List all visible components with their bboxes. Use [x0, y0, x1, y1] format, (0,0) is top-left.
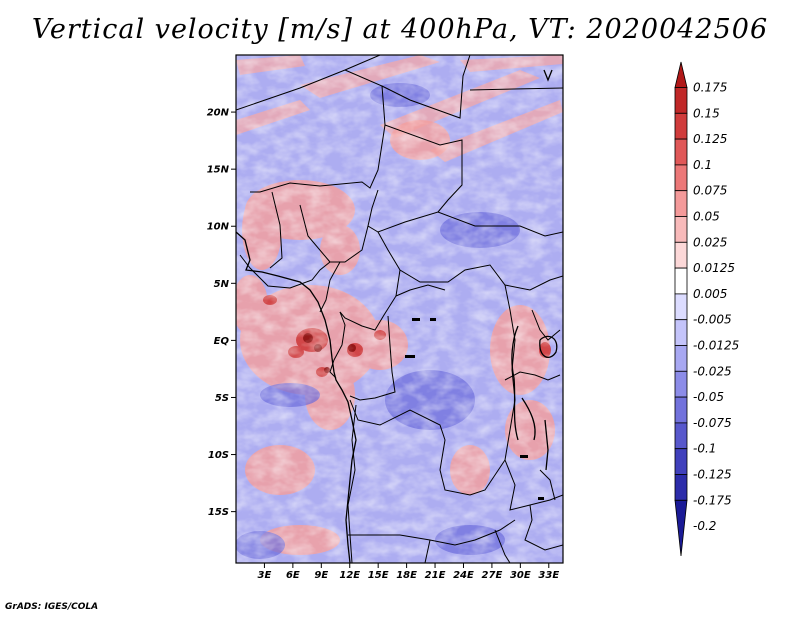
- lat-label: 5S: [215, 393, 229, 404]
- legend-label: 0.005: [693, 287, 727, 301]
- legend-label: -0.0125: [693, 339, 739, 353]
- legend-label: -0.125: [693, 468, 732, 482]
- lon-label: 30E: [510, 570, 531, 581]
- lat-label: 20N: [207, 108, 230, 119]
- legend-label: 0.15: [693, 106, 720, 120]
- legend-swatch: [674, 267, 688, 295]
- map-frame: [235, 54, 564, 564]
- latitude-axis: 20N 15N 10N 5N EQ 5S 10S 15S: [207, 108, 236, 518]
- chart-title: Vertical velocity [m/s] at 400hPa, VT: 2…: [31, 14, 769, 45]
- legend-label: 0.0125: [693, 261, 735, 275]
- legend-label: -0.2: [693, 519, 716, 533]
- lat-label: 10N: [207, 222, 230, 233]
- legend-label: 0.05: [693, 210, 720, 224]
- legend-label: -0.175: [693, 493, 732, 507]
- lon-label: 15E: [368, 570, 389, 581]
- legend-swatch: [674, 370, 688, 398]
- legend-label: 0.075: [693, 184, 727, 198]
- lon-label: 27E: [482, 570, 503, 581]
- lon-label: 3E: [258, 570, 272, 581]
- legend-swatch: [674, 345, 688, 372]
- legend-swatch: [674, 87, 688, 114]
- lon-label: 6E: [286, 570, 300, 581]
- legend-label: -0.1: [693, 442, 716, 456]
- legend-swatch: [674, 112, 688, 140]
- legend-label: 0.175: [693, 81, 727, 95]
- vertical-velocity-field: [236, 55, 563, 563]
- lat-label: 15S: [208, 507, 229, 518]
- legend-swatch: [674, 499, 688, 557]
- lat-label: 10S: [208, 450, 229, 461]
- lon-label: 33E: [538, 570, 559, 581]
- lat-label: EQ: [214, 336, 230, 347]
- legend-swatch: [674, 164, 688, 192]
- lon-label: 21E: [425, 570, 446, 581]
- lon-label: 24E: [453, 570, 474, 581]
- legend-swatch: [674, 319, 688, 346]
- legend-swatch: [674, 422, 688, 450]
- longitude-axis: 3E 6E 9E 12E 15E 18E 21E 24E 27E 30E 33E: [258, 563, 559, 581]
- legend-label: -0.075: [693, 416, 732, 430]
- country-borders: [236, 55, 563, 563]
- legend-swatch: [674, 396, 688, 424]
- legend-label: -0.05: [693, 390, 724, 404]
- legend-swatch: [674, 448, 688, 475]
- lat-label: 15N: [207, 165, 230, 176]
- lake-outlines: [405, 318, 544, 500]
- legend-label: 0.125: [693, 132, 727, 146]
- lon-label: 12E: [339, 570, 360, 581]
- legend-label: -0.025: [693, 364, 732, 378]
- legend-swatch: [674, 293, 688, 321]
- legend-swatch: [674, 216, 688, 243]
- lon-label: 9E: [314, 570, 328, 581]
- color-legend: 0.175 0.15 0.125 0.1 0.075 0.05 0.025 0.0125 0.0…: [674, 61, 739, 557]
- legend-label: 0.1: [693, 158, 712, 172]
- legend-swatch: [674, 138, 688, 166]
- legend-swatch: [674, 190, 688, 217]
- grads-credit: GrADS: IGES/COLA: [5, 602, 99, 612]
- coastlines: [236, 69, 558, 563]
- legend-swatch: [674, 474, 688, 501]
- lat-label: 5N: [214, 279, 230, 290]
- legend-label: 0.025: [693, 235, 727, 249]
- lon-label: 18E: [396, 570, 417, 581]
- legend-swatch: [674, 61, 688, 88]
- legend-label: -0.005: [693, 313, 732, 327]
- legend-swatch: [674, 241, 688, 269]
